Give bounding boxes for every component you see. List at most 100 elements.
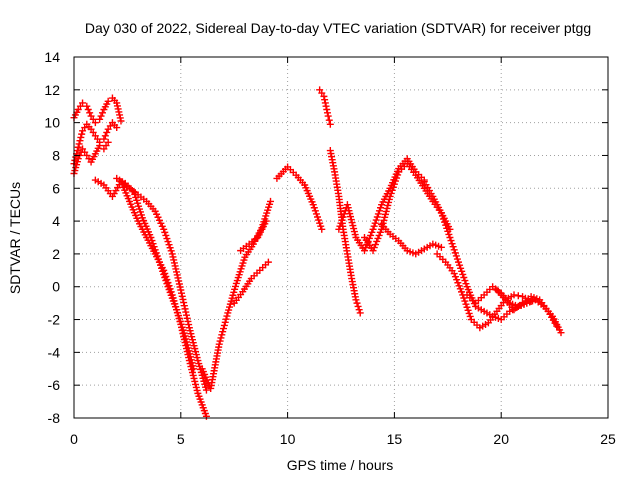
data-point	[202, 412, 210, 420]
data-point	[326, 120, 334, 128]
data-point	[368, 228, 376, 236]
series-track-e	[113, 174, 198, 373]
data-point	[148, 237, 156, 245]
y-tick-label: 6	[52, 180, 60, 196]
y-tick-label: 12	[44, 82, 60, 98]
data-point	[154, 255, 162, 263]
data-point	[219, 328, 227, 336]
data-point	[356, 309, 364, 317]
data-point	[220, 321, 228, 329]
data-point	[463, 303, 471, 311]
x-tick-label: 5	[177, 431, 185, 447]
data-point	[165, 241, 173, 249]
data-point	[309, 201, 317, 209]
data-point	[151, 246, 159, 254]
data-point	[447, 237, 455, 245]
data-point	[451, 273, 459, 281]
data-point	[181, 305, 189, 313]
data-point	[445, 230, 453, 238]
data-point	[104, 97, 112, 105]
data-point	[147, 234, 155, 241]
tick-labels: 0 5 10 15 20 25 -8 -6 -4 -2 0 2 4 6 8 10 12 14	[44, 49, 616, 447]
data-point	[153, 252, 161, 260]
axis-ticks	[73, 56, 609, 419]
series-track-h	[230, 258, 272, 307]
data-point	[375, 231, 383, 239]
data-point	[391, 177, 399, 185]
data-point	[166, 244, 174, 252]
data-point	[218, 331, 226, 339]
data-point	[461, 297, 469, 305]
data-point	[185, 321, 193, 329]
chart-title: Day 030 of 2022, Sidereal Day-to-day VTE…	[85, 20, 591, 36]
data-point	[456, 285, 464, 293]
data-point	[77, 133, 85, 141]
data-point	[353, 299, 361, 307]
data-point	[438, 212, 446, 220]
data-point	[163, 280, 171, 288]
data-point	[454, 279, 462, 287]
data-point	[510, 291, 518, 299]
data-point	[178, 292, 186, 300]
y-tick-label: -8	[48, 410, 61, 426]
data-point	[98, 109, 106, 117]
data-point	[373, 213, 381, 221]
y-tick-label: 0	[52, 279, 60, 295]
data-point	[100, 135, 108, 143]
data-point	[160, 270, 168, 278]
data-point	[97, 112, 105, 120]
data-point	[461, 277, 469, 285]
data-point	[321, 99, 329, 107]
data-point	[372, 216, 380, 224]
data-point	[316, 219, 324, 227]
data-point	[113, 124, 121, 132]
data-point	[465, 309, 473, 317]
data-point	[389, 183, 397, 191]
data-point	[323, 109, 331, 117]
data-point	[458, 267, 466, 275]
data-point	[367, 231, 375, 239]
data-point	[457, 264, 465, 272]
x-axis-label: GPS time / hours	[287, 457, 394, 473]
data-point	[96, 115, 104, 123]
data-point	[355, 306, 363, 314]
data-point	[182, 311, 190, 319]
data-point	[370, 244, 378, 252]
data-point	[157, 261, 165, 269]
data-point	[339, 213, 347, 221]
y-tick-label: -4	[48, 344, 61, 360]
data-point	[177, 286, 185, 294]
x-tick-label: 15	[387, 431, 403, 447]
data-point	[441, 218, 449, 226]
data-point	[83, 102, 91, 110]
data-point	[86, 109, 94, 117]
data-point	[375, 207, 383, 215]
data-point	[451, 249, 459, 257]
data-point	[74, 143, 82, 151]
x-tick-label: 20	[493, 431, 509, 447]
data-point	[180, 299, 188, 307]
y-axis-label: SDTVAR / TECUs	[7, 182, 23, 294]
data-point	[455, 282, 463, 290]
data-point	[337, 219, 345, 227]
data-point	[310, 204, 318, 212]
y-tick-label: 14	[44, 49, 60, 65]
y-tick-label: -2	[48, 312, 61, 328]
data-point	[96, 142, 104, 150]
data-point	[160, 225, 168, 233]
data-point	[352, 296, 360, 304]
data-point	[553, 322, 561, 330]
data-point	[557, 329, 565, 337]
data-point	[387, 189, 395, 197]
data-point	[104, 138, 112, 146]
data-point	[315, 216, 323, 224]
data-point	[321, 96, 329, 104]
y-tick-label: 8	[52, 147, 60, 163]
grid-lines	[74, 57, 608, 418]
data-point	[377, 204, 385, 212]
data-point	[459, 270, 467, 278]
data-point	[449, 243, 457, 251]
y-tick-label: 10	[44, 115, 60, 131]
data-point	[78, 130, 86, 138]
